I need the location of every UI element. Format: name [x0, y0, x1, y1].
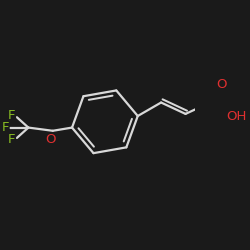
Text: OH: OH: [226, 110, 247, 123]
Text: F: F: [8, 133, 16, 146]
Text: O: O: [216, 78, 226, 91]
Text: O: O: [45, 133, 56, 146]
Text: F: F: [8, 110, 16, 122]
Text: F: F: [2, 121, 9, 134]
